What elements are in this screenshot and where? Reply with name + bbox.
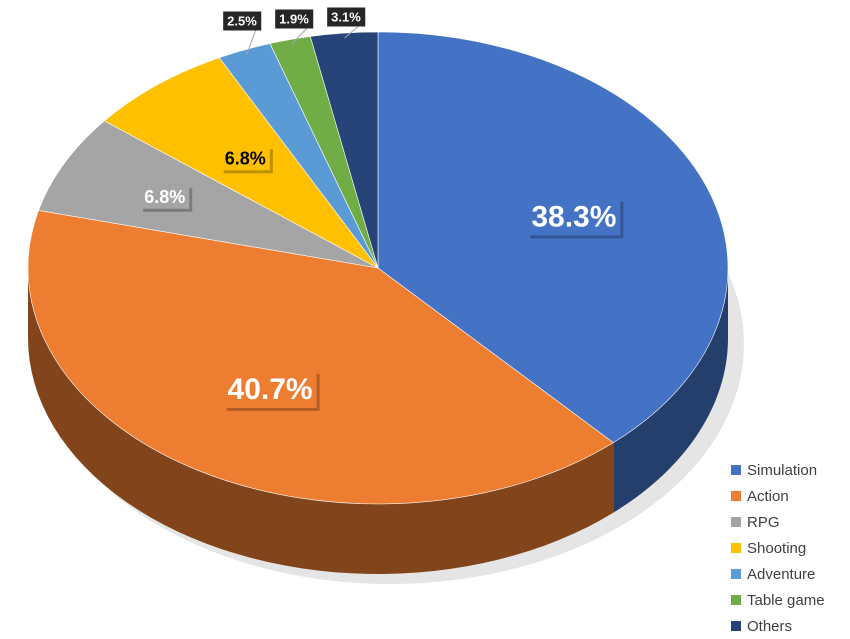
data-label-text: 1.9% — [279, 12, 309, 27]
data-label-text: 3.1% — [331, 10, 361, 25]
data-label-box — [327, 7, 366, 27]
legend-swatch — [731, 517, 741, 527]
pie-slice-simulation — [377, 31, 729, 444]
leader-line — [344, 24, 361, 39]
legend-label: Others — [747, 617, 793, 635]
data-label-simulation: 38.3% — [527, 198, 624, 239]
data-label-text: 2.5% — [227, 14, 257, 29]
pie-slice-rpg — [38, 120, 379, 269]
legend-item-action: Action — [731, 483, 825, 509]
legend-swatch — [731, 543, 741, 553]
pie-side-simulation — [613, 268, 728, 513]
data-label-text: 40.7% — [228, 373, 313, 406]
data-label-box — [140, 184, 190, 209]
legend-swatch — [731, 569, 741, 579]
data-label-adventure: 2.5% — [223, 11, 262, 31]
legend-item-shooting: Shooting — [731, 535, 825, 561]
data-label-box — [223, 370, 317, 408]
data-label-action: 40.7% — [223, 370, 320, 411]
data-label-shooting: 6.8% — [220, 146, 273, 174]
pie-slice-action — [27, 210, 614, 505]
data-label-rpg: 6.8% — [140, 184, 193, 212]
legend-item-adventure: Adventure — [731, 561, 825, 587]
data-label-box — [223, 11, 262, 31]
chart-legend: Simulation Action RPG Shooting Adventure Tabl… — [731, 457, 825, 639]
legend-label: Action — [747, 487, 789, 505]
data-label-box — [275, 9, 314, 29]
leader-line — [291, 26, 309, 45]
pie-side-action — [28, 268, 614, 574]
legend-label: Adventure — [747, 565, 816, 583]
legend-swatch — [731, 491, 741, 501]
data-label-text: 38.3% — [531, 200, 616, 233]
data-label-text: 6.8% — [225, 148, 266, 168]
legend-swatch — [731, 465, 741, 475]
legend-label: Table game — [747, 591, 825, 609]
legend-item-others: Others — [731, 613, 825, 639]
legend-swatch — [731, 621, 741, 631]
pie-slice-others — [309, 31, 379, 269]
data-label-box — [527, 198, 621, 236]
leader-line — [246, 28, 257, 55]
legend-swatch — [731, 595, 741, 605]
legend-label: RPG — [747, 513, 780, 531]
legend-item-rpg: RPG — [731, 509, 825, 535]
legend-item-table-game: Table game — [731, 587, 825, 613]
legend-item-simulation: Simulation — [731, 457, 825, 483]
legend-label: Shooting — [747, 539, 807, 557]
data-label-box — [220, 146, 270, 171]
legend-label: Simulation — [747, 461, 818, 479]
data-label-others: 3.1% — [327, 7, 366, 27]
data-label-table-game: 1.9% — [275, 9, 314, 29]
data-label-text: 6.8% — [144, 187, 185, 207]
